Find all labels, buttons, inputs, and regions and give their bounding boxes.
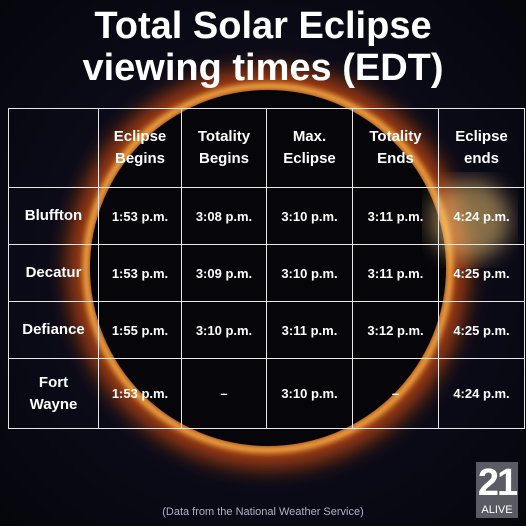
time-cell: 3:10 p.m. [266,358,353,429]
time-cell: 1:53 p.m. [98,244,182,302]
time-cell: 1:55 p.m. [98,301,182,359]
city-row: Bluffton 1:53 p.m. 3:08 p.m. 3:10 p.m. 3:11 … [8,187,525,245]
title-line: viewing times (EDT) [82,47,444,89]
times-table: Eclipse Begins Totality Begins Max. Eclips… [8,108,525,429]
header-row: Eclipse Begins Totality Begins Max. Eclips… [8,108,525,188]
column-header: Totality Begins [181,108,267,188]
time-cell: 3:10 p.m. [181,301,267,359]
time-cell: 4:25 p.m. [438,244,525,302]
corner-cell [8,108,99,188]
time-cell: 3:10 p.m. [266,187,353,245]
city-name: Fort Wayne [8,358,99,429]
time-cell: 3:12 p.m. [352,301,439,359]
time-cell: – [181,358,267,429]
station-logo: 21 ALIVE [476,462,518,518]
time-cell: 3:11 p.m. [352,244,439,302]
time-cell: 3:08 p.m. [181,187,267,245]
time-cell: 4:25 p.m. [438,301,525,359]
time-cell: 3:10 p.m. [266,244,353,302]
column-header: Eclipse Begins [98,108,182,188]
logo-word: ALIVE [481,504,513,516]
city-name: Decatur [8,244,99,302]
time-cell: 3:09 p.m. [181,244,267,302]
city-row: Decatur 1:53 p.m. 3:09 p.m. 3:10 p.m. 3:11 p… [8,244,525,302]
title-line: Total Solar Eclipse [94,5,432,47]
column-header: Totality Ends [352,108,439,188]
city-name: Defiance [8,301,99,359]
time-cell: 4:24 p.m. [438,358,525,429]
time-cell: – [352,358,439,429]
column-header: Max. Eclipse [266,108,353,188]
time-cell: 3:11 p.m. [352,187,439,245]
city-name: Bluffton [8,187,99,245]
time-cell: 1:53 p.m. [98,187,182,245]
city-row: Fort Wayne 1:53 p.m. –3:10 p.m. –4:24 p.m. [8,358,525,429]
time-cell: 1:53 p.m. [98,358,182,429]
time-cell: 3:11 p.m. [266,301,353,359]
city-row: Defiance 1:55 p.m. 3:10 p.m. 3:11 p.m. 3:12 … [8,301,525,359]
source-note: (Data from the National Weather Service) [162,506,364,518]
time-cell: 4:24 p.m. [438,187,525,245]
logo-number: 21 [477,462,518,504]
column-header: Eclipse ends [438,108,525,188]
